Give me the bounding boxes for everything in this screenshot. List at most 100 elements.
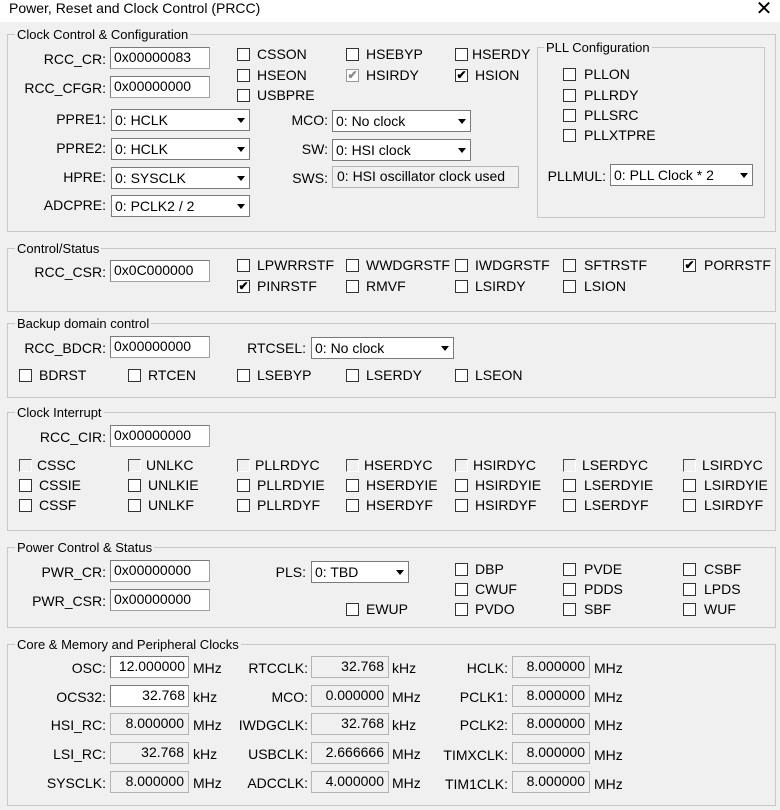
pllmul-select[interactable]: 0: PLL Clock * 2 — [610, 164, 753, 186]
ppre1-select[interactable]: 0: HCLK — [111, 109, 250, 131]
checkbox-label: PLLRDYIE — [257, 477, 325, 493]
checkbox-lsion[interactable] — [563, 280, 576, 293]
chevron-down-icon[interactable] — [436, 338, 453, 358]
checkbox-lsebyp[interactable] — [237, 369, 250, 382]
checkbox-ewup[interactable] — [346, 603, 359, 616]
checkbox-hsebyp[interactable] — [346, 48, 359, 61]
sw-select[interactable]: 0: HSI clock — [332, 139, 471, 161]
checkbox-hseon[interactable] — [237, 69, 250, 82]
checkbox-unlkf[interactable] — [128, 499, 141, 512]
hpre-select[interactable]: 0: SYSCLK — [111, 167, 250, 189]
checkbox-unlkie[interactable] — [128, 479, 141, 492]
pclk2-unit: MHz — [594, 717, 623, 733]
chevron-down-icon[interactable] — [232, 110, 249, 130]
checkbox-hserdyf[interactable] — [346, 499, 359, 512]
checkbox-lserdyc[interactable] — [563, 459, 576, 472]
checkbox-pllrdyc[interactable] — [237, 459, 250, 472]
ocs32-label: OCS32: — [56, 689, 106, 705]
checkbox-hsion[interactable]: ✔ — [455, 69, 468, 82]
checkbox-pllrdyf[interactable] — [237, 499, 250, 512]
pls-select[interactable]: 0: TBD — [311, 561, 409, 583]
chevron-down-icon[interactable] — [453, 111, 470, 131]
chevron-down-icon[interactable] — [232, 139, 249, 159]
checkbox-pllrdyie[interactable] — [237, 479, 250, 492]
checkbox-hserdyie[interactable] — [346, 479, 359, 492]
rtcsel-select[interactable]: 0: No clock — [311, 337, 454, 359]
rcc-cir-label: RCC_CIR: — [39, 429, 106, 445]
mco-clock-field: 0.000000 — [311, 685, 389, 707]
checkbox-label: LSERDYC — [582, 457, 649, 473]
checkbox-pllon[interactable] — [563, 68, 576, 81]
checkbox-pllrdy[interactable] — [563, 89, 576, 102]
checkbox-csson[interactable] — [237, 48, 250, 61]
checkbox-lserdy[interactable] — [346, 369, 359, 382]
checkbox-unlkc[interactable] — [128, 459, 141, 472]
checkbox-cssc[interactable] — [19, 459, 32, 472]
checkbox-rmvf[interactable] — [346, 280, 359, 293]
checkbox-lsirdyc[interactable] — [683, 459, 696, 472]
pclk1-label: PCLK1: — [459, 689, 508, 705]
checkbox-hsirdyc[interactable] — [455, 459, 468, 472]
checkbox-pvde[interactable] — [563, 563, 576, 576]
checkbox-sftrstf[interactable] — [563, 259, 576, 272]
checkbox-dbp[interactable] — [455, 563, 468, 576]
checkbox-usbpre[interactable] — [237, 89, 250, 102]
checkbox-wwdgrstf[interactable] — [346, 259, 359, 272]
checkbox-pllxtpre[interactable] — [563, 129, 576, 142]
pwr-csr-field[interactable]: 0x00000000 — [110, 589, 210, 611]
checkbox-hsirdyf[interactable] — [455, 499, 468, 512]
checkbox-lsirdy[interactable] — [455, 280, 468, 293]
rcc-cir-field[interactable]: 0x00000000 — [110, 425, 210, 447]
checkbox-label: UNLKIE — [148, 477, 199, 493]
chevron-down-icon[interactable] — [391, 562, 408, 582]
checkbox-wuf[interactable] — [683, 603, 696, 616]
checkbox-bdrst[interactable] — [19, 369, 32, 382]
checkbox-label: HSERDYIE — [366, 477, 438, 493]
checkbox-label: HSEBYP — [366, 46, 423, 62]
checkbox-pvdo[interactable] — [455, 603, 468, 616]
checkbox-cssf[interactable] — [19, 499, 32, 512]
checkbox-lserdyie[interactable] — [563, 479, 576, 492]
rcc-cr-field[interactable]: 0x00000083 — [110, 47, 210, 69]
osc-field[interactable]: 12.000000 — [110, 656, 189, 678]
checkbox-sbf[interactable] — [563, 603, 576, 616]
checkbox-cssie[interactable] — [19, 479, 32, 492]
checkbox-lseon[interactable] — [455, 369, 468, 382]
ppre2-select[interactable]: 0: HCLK — [111, 138, 250, 160]
checkbox-csbf[interactable] — [683, 563, 696, 576]
checkbox-hserdy[interactable] — [455, 48, 468, 61]
checkbox-hsirdy[interactable]: ✔ — [346, 69, 359, 82]
chevron-down-icon[interactable] — [453, 140, 470, 160]
checkbox-lpds[interactable] — [683, 583, 696, 596]
checkbox-cwuf[interactable] — [455, 583, 468, 596]
checkbox-label: HSIRDY — [366, 67, 419, 83]
checkbox-lsirdyf[interactable] — [683, 499, 696, 512]
chevron-down-icon[interactable] — [232, 196, 249, 216]
checkbox-hserdyc[interactable] — [346, 459, 359, 472]
checkbox-lpwrrstf[interactable] — [237, 259, 250, 272]
pwr-cr-field[interactable]: 0x00000000 — [110, 560, 210, 582]
checkbox-pdds[interactable] — [563, 583, 576, 596]
rcc-cfgr-field[interactable]: 0x00000000 — [110, 76, 210, 98]
close-icon[interactable]: ✕ — [755, 0, 773, 20]
rcc-csr-field[interactable]: 0x0C000000 — [110, 260, 210, 282]
checkbox-lserdyf[interactable] — [563, 499, 576, 512]
checkbox-porrstf[interactable]: ✔ — [683, 259, 696, 272]
checkbox-hsirdyie[interactable] — [455, 479, 468, 492]
ppre1-value: 0: HCLK — [115, 112, 168, 128]
pls-value: 0: TBD — [315, 564, 359, 580]
chevron-down-icon[interactable] — [232, 168, 249, 188]
checkbox-lsirdyie[interactable] — [683, 479, 696, 492]
mco-select[interactable]: 0: No clock — [332, 110, 471, 132]
timxclk-field: 8.000000 — [512, 742, 590, 764]
ocs32-field[interactable]: 32.768 — [110, 685, 189, 707]
checkbox-iwdgrstf[interactable] — [455, 259, 468, 272]
checkbox-label: USBPRE — [257, 87, 315, 103]
checkbox-rtcen[interactable] — [128, 369, 141, 382]
tim1clk-unit: MHz — [594, 776, 623, 792]
rcc-bdcr-field[interactable]: 0x00000000 — [110, 336, 210, 358]
checkbox-pllsrc[interactable] — [563, 109, 576, 122]
adcpre-select[interactable]: 0: PCLK2 / 2 — [111, 195, 250, 217]
chevron-down-icon[interactable] — [735, 165, 752, 185]
checkbox-pinrstf[interactable]: ✔ — [237, 280, 250, 293]
